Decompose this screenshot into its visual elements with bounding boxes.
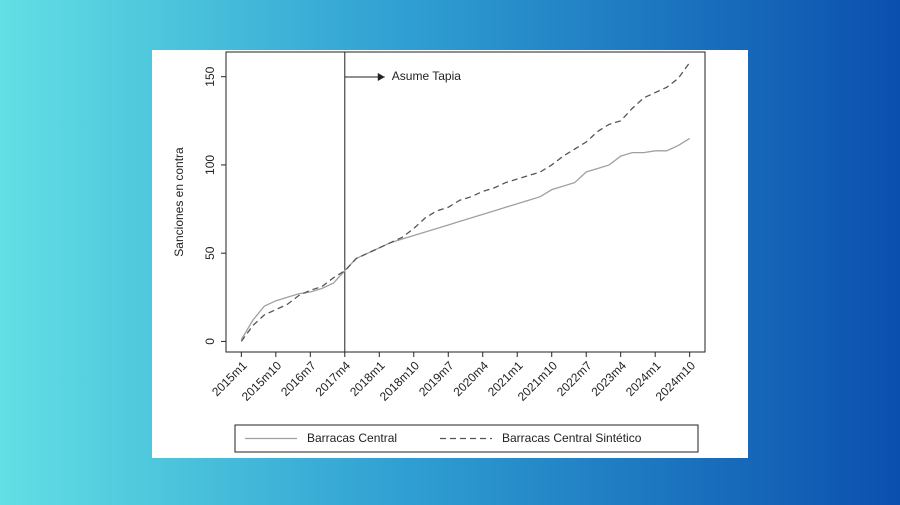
annotation: Asume Tapia bbox=[392, 69, 461, 83]
chart-panel bbox=[152, 50, 748, 458]
y-tick-label: 100 bbox=[203, 155, 217, 175]
series-line bbox=[240, 62, 691, 342]
legend-label: Barracas Central Sintético bbox=[502, 431, 642, 445]
annotation-arrowhead bbox=[377, 73, 385, 81]
series-line bbox=[240, 137, 691, 340]
y-tick-label: 150 bbox=[203, 66, 217, 86]
legend-label: Barracas Central bbox=[307, 431, 397, 445]
plot-frame bbox=[225, 51, 706, 353]
y-tick-label: 0 bbox=[203, 338, 217, 345]
y-tick-label: 50 bbox=[203, 246, 217, 260]
y-axis-label: Sanciones en contra bbox=[172, 147, 186, 257]
legend-box bbox=[234, 424, 699, 453]
